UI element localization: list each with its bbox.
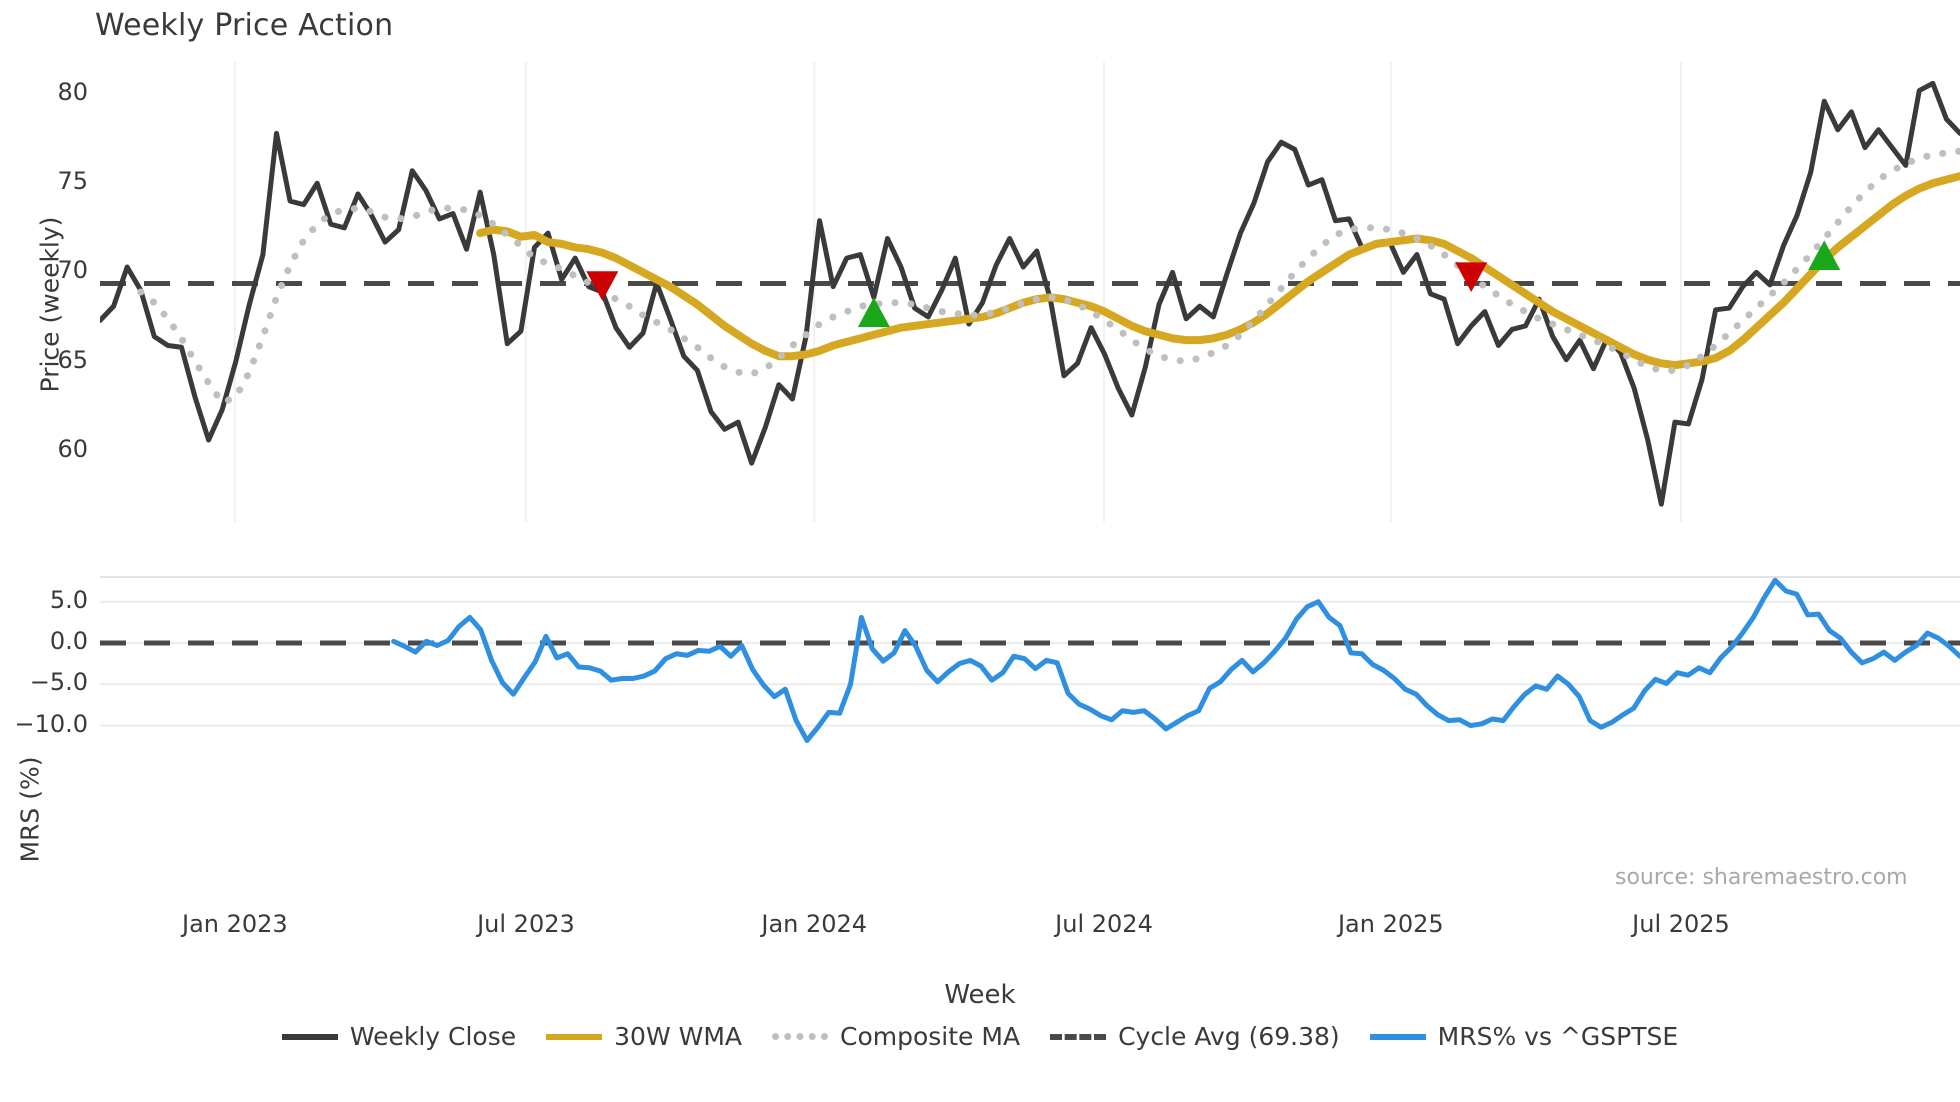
chart-title: Weekly Price Action: [95, 8, 394, 43]
legend-label: MRS% vs ^GSPTSE: [1437, 1022, 1679, 1051]
y-tick-label: 0.0: [49, 627, 88, 655]
price-axis-label: Price (weekly): [35, 216, 65, 393]
y-tick-label: −5.0: [29, 668, 88, 697]
buy-signal-marker: [857, 297, 890, 327]
series-line: [476, 172, 1960, 370]
legend-label: Weekly Close: [349, 1022, 517, 1051]
legend-swatch-dashed: [1050, 1033, 1107, 1040]
buy-signal-marker: [1808, 240, 1841, 270]
legend-label: Composite MA: [840, 1022, 1021, 1051]
legend-item[interactable]: Cycle Avg (69.38): [1050, 1022, 1340, 1051]
legend-item[interactable]: Weekly Close: [281, 1022, 517, 1051]
legend-swatch-solid: [546, 1033, 603, 1040]
legend-item[interactable]: MRS% vs ^GSPTSE: [1369, 1022, 1679, 1051]
y-tick-label: 80: [57, 78, 88, 107]
legend-label: Cycle Avg (69.38): [1118, 1022, 1340, 1051]
y-tick-label: 75: [57, 167, 88, 196]
legend-item[interactable]: Composite MA: [772, 1022, 1020, 1051]
y-tick-label: 5.0: [49, 585, 88, 614]
series-line: [391, 577, 1960, 743]
x-tick-label: Jul 2025: [1632, 910, 1730, 938]
sell-signal-marker: [586, 271, 619, 301]
series-line: [137, 147, 1960, 407]
mrs-chart-panel: [100, 575, 1960, 743]
y-tick-label: 60: [57, 434, 88, 463]
y-tick-label: 65: [57, 345, 88, 374]
x-tick-label: Jul 2023: [477, 910, 575, 938]
price-chart-panel: [100, 62, 1960, 522]
sell-signal-marker: [1455, 262, 1488, 292]
source-attribution: source: sharemaestro.com: [1615, 865, 1908, 890]
chart-legend: Weekly Close 30W WMA Composite MA Cycle Avg…: [0, 1022, 1960, 1051]
legend-label: 30W WMA: [614, 1022, 743, 1051]
x-tick-label: Jan 2023: [181, 910, 288, 938]
legend-swatch-solid: [281, 1033, 338, 1040]
x-tick-label: Jan 2024: [761, 910, 868, 938]
legend-swatch-dotted: [772, 1033, 829, 1040]
series-line: [100, 80, 1960, 507]
legend-swatch-solid: [1369, 1033, 1426, 1040]
y-tick-label: 70: [57, 256, 88, 285]
x-tick-label: Jul 2024: [1055, 910, 1153, 938]
legend-item[interactable]: 30W WMA: [546, 1022, 742, 1051]
mrs-axis-label: MRS (%): [15, 756, 45, 863]
x-axis-label: Week: [944, 980, 1016, 1010]
y-tick-label: −10.0: [14, 709, 88, 738]
x-tick-label: Jan 2025: [1337, 910, 1444, 938]
